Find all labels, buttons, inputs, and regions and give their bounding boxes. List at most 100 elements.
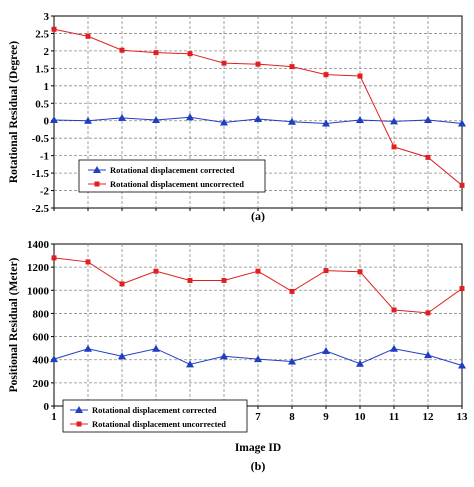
y-tick-label: 1000 xyxy=(27,285,50,297)
data-point-triangle xyxy=(322,119,330,127)
legend-b-label-uncorrected: Rotational displacement uncorrected xyxy=(92,419,226,429)
data-point-triangle xyxy=(84,344,92,352)
data-point-triangle xyxy=(50,355,58,363)
data-point-square xyxy=(187,277,193,283)
data-point-triangle xyxy=(322,347,330,355)
y-tick-label: 2 xyxy=(44,46,50,58)
data-point-triangle xyxy=(254,114,262,122)
y-tick-label: 3 xyxy=(44,11,50,23)
legend-a-label-uncorrected: Rotational displacement uncorrected xyxy=(110,179,244,189)
x-tick-label: 11 xyxy=(389,411,399,423)
data-point-triangle xyxy=(220,118,228,126)
data-point-triangle xyxy=(186,113,194,121)
y-tick-label: 1400 xyxy=(27,239,50,251)
panel-a-series xyxy=(50,26,466,188)
data-point-square xyxy=(357,269,363,275)
x-tick-label: 10 xyxy=(355,411,367,423)
data-point-square xyxy=(119,47,125,53)
data-point-square xyxy=(255,61,261,67)
panel-b-legend-box xyxy=(62,399,248,433)
data-point-triangle xyxy=(254,355,262,363)
panel-b-grid xyxy=(54,244,462,406)
y-tick-label: 0.5 xyxy=(35,98,49,110)
legend-b-square-marker xyxy=(76,421,82,427)
panel-a-chart: 3 2.5 2 1.5 1 0.5 0 -0.5 -1 -1.5 -2 -2.5 Rotational… xyxy=(8,11,466,223)
panel-a-y-ticks: 3 2.5 2 1.5 1 0.5 0 -0.5 -1 -1.5 -2 -2.5 xyxy=(32,11,463,215)
y-tick-label: 600 xyxy=(33,332,50,344)
data-point-triangle xyxy=(152,344,160,352)
data-point-square xyxy=(459,286,465,292)
data-point-square xyxy=(425,310,431,316)
y-tick-label: 1.5 xyxy=(35,63,49,75)
panel-b-caption: (b) xyxy=(251,459,266,473)
data-point-square xyxy=(221,277,227,283)
data-point-triangle xyxy=(424,351,432,359)
data-point-triangle xyxy=(288,357,296,365)
data-point-square xyxy=(289,288,295,294)
data-point-square xyxy=(51,26,57,32)
data-point-square xyxy=(187,51,193,57)
data-point-square xyxy=(51,255,57,261)
legend-b-label-corrected: Rotational displacement corrected xyxy=(92,405,217,415)
panel-b-series xyxy=(50,255,466,369)
x-tick-label: 9 xyxy=(323,411,329,423)
legend-a-triangle-marker xyxy=(93,166,101,173)
data-point-triangle xyxy=(84,116,92,124)
y-tick-label: -2.5 xyxy=(32,203,50,215)
legend-a-square-marker xyxy=(94,181,100,187)
panel-b-y-axis-title: Positional Residual (Meter) xyxy=(8,257,20,392)
data-point-square xyxy=(289,64,295,70)
panel-b-legend: Rotational displacement corrected Rotati… xyxy=(62,399,248,433)
data-point-triangle xyxy=(152,116,160,124)
data-point-triangle xyxy=(288,117,296,125)
data-point-square xyxy=(221,60,227,66)
data-point-triangle xyxy=(458,119,466,127)
data-point-square xyxy=(425,154,431,160)
data-point-square xyxy=(153,50,159,56)
data-point-triangle xyxy=(50,116,58,124)
y-tick-label: 800 xyxy=(33,308,50,320)
data-point-square xyxy=(323,72,329,78)
data-point-triangle xyxy=(458,361,466,369)
x-tick-label: 13 xyxy=(457,411,469,423)
panel-b-x-axis-title: Image ID xyxy=(235,442,281,454)
y-tick-label: 1200 xyxy=(27,262,50,274)
data-point-square xyxy=(391,144,397,150)
panel-a-legend: Rotational displacement corrected Rotati… xyxy=(78,159,266,193)
y-tick-label: 1 xyxy=(44,81,50,93)
data-point-triangle xyxy=(356,359,364,367)
data-point-square xyxy=(119,281,125,287)
x-tick-label: 8 xyxy=(289,411,295,423)
x-tick-label: 7 xyxy=(255,411,261,423)
legend-b-triangle-marker xyxy=(75,406,83,413)
data-point-triangle xyxy=(186,360,194,368)
y-tick-label: -1.5 xyxy=(32,168,50,180)
data-point-square xyxy=(85,33,91,39)
y-tick-label: 0 xyxy=(44,116,50,128)
y-tick-label: 0 xyxy=(44,401,50,413)
data-point-triangle xyxy=(390,117,398,125)
y-tick-label: 200 xyxy=(33,378,50,390)
data-point-triangle xyxy=(390,344,398,352)
data-point-square xyxy=(153,268,159,274)
panel-a-legend-box xyxy=(78,159,266,193)
data-point-triangle xyxy=(118,352,126,360)
data-point-square xyxy=(85,259,91,265)
y-tick-label: -2 xyxy=(40,186,50,198)
data-point-square xyxy=(255,268,261,274)
data-point-triangle xyxy=(220,352,228,360)
panel-a-caption: (a) xyxy=(251,209,265,223)
data-point-triangle xyxy=(118,113,126,121)
y-tick-label: 2.5 xyxy=(35,28,49,40)
data-point-square xyxy=(357,73,363,79)
panel-a-y-axis-title: Rotational Residual (Degree) xyxy=(8,41,20,183)
legend-a-label-corrected: Rotational displacement corrected xyxy=(110,165,235,175)
y-tick-label: -0.5 xyxy=(32,133,50,145)
data-point-square xyxy=(323,268,329,274)
data-point-square xyxy=(391,307,397,313)
x-tick-label: 12 xyxy=(423,411,435,423)
data-point-triangle xyxy=(356,116,364,124)
y-tick-label: 400 xyxy=(33,355,50,367)
x-tick-label: 1 xyxy=(51,411,57,423)
